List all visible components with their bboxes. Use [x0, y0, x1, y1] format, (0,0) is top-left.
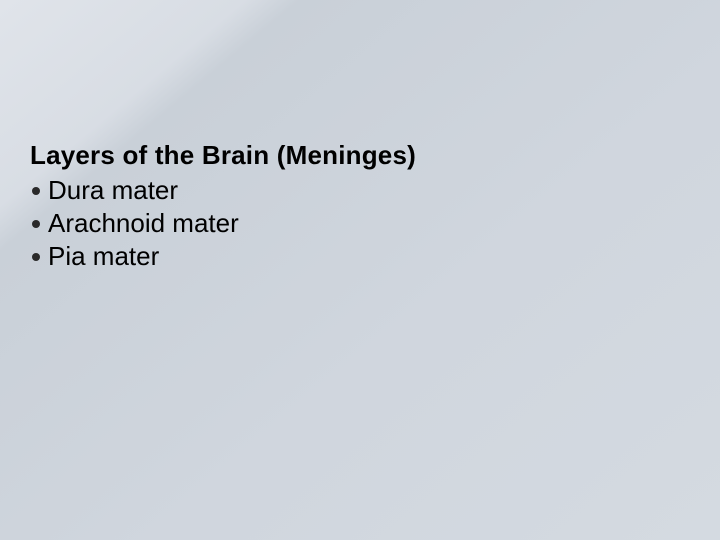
bullet-dot-icon [32, 220, 40, 228]
bullet-text: Dura mater [48, 175, 178, 206]
bullet-item: Pia mater [30, 241, 720, 272]
bullet-item: Arachnoid mater [30, 208, 720, 239]
bullet-text: Arachnoid mater [48, 208, 239, 239]
bullet-text: Pia mater [48, 241, 159, 272]
bullet-item: Dura mater [30, 175, 720, 206]
bullet-dot-icon [32, 187, 40, 195]
bullet-dot-icon [32, 253, 40, 261]
slide-container: Layers of the Brain (Meninges) Dura mate… [0, 0, 720, 540]
slide-heading: Layers of the Brain (Meninges) [30, 140, 720, 171]
